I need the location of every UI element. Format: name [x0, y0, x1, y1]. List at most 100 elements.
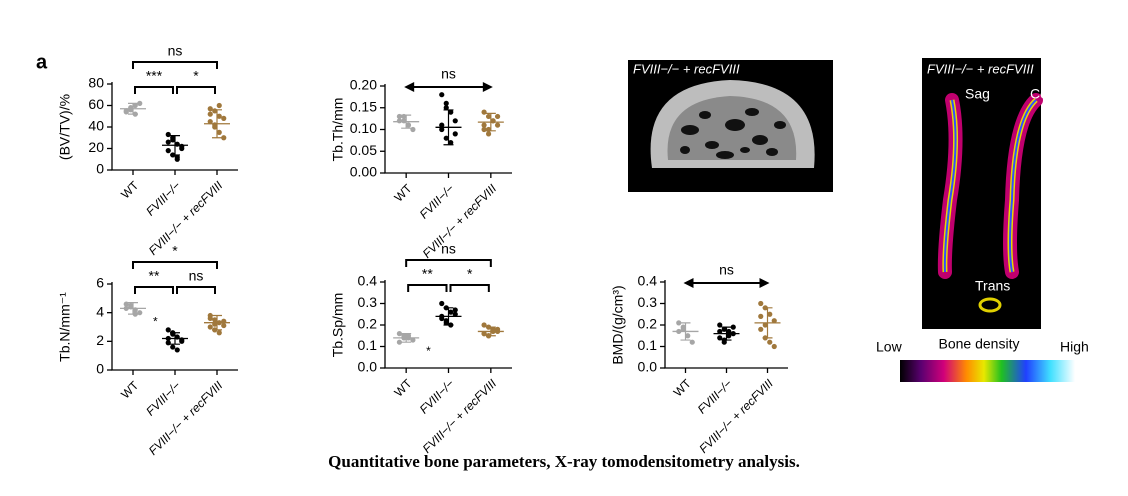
error-bar: [762, 307, 773, 339]
view-label: Cor: [1030, 86, 1053, 102]
y-tick-label: 0.10: [350, 120, 377, 136]
data-point: [481, 331, 487, 337]
error-bar: [485, 326, 496, 337]
data-point: [717, 335, 723, 341]
error-bar: [485, 112, 496, 132]
comparison-label: **: [149, 268, 160, 284]
data-point: [771, 343, 777, 350]
data-point: [396, 331, 403, 337]
data-point: [128, 302, 134, 309]
data-point: [439, 126, 445, 133]
data-point: [170, 135, 176, 141]
data-point: [485, 131, 492, 137]
femur-image: FVIII−/− + recFVIII Sag Cor Trans: [922, 58, 1053, 329]
data-point: [721, 326, 727, 332]
y-tick-label: 0: [96, 361, 104, 377]
data-point: [767, 311, 773, 317]
data-point: [452, 131, 458, 137]
y-axis-label: BMD/(g/cm³): [610, 285, 626, 364]
y-tick-label: 0.2: [358, 316, 378, 332]
view-label: Sag: [965, 86, 990, 102]
error-bar: [443, 109, 454, 146]
y-tick-label: 80: [88, 75, 104, 91]
data-point: [494, 122, 501, 128]
data-point: [123, 109, 129, 115]
data-point: [405, 333, 412, 339]
data-point: [165, 139, 171, 145]
data-point: [448, 309, 454, 315]
data-point: [405, 122, 412, 128]
y-tick-label: 0.0: [638, 359, 658, 375]
data-point: [439, 315, 445, 322]
comparison-label: ns: [441, 241, 456, 257]
data-point: [494, 113, 501, 120]
y-axis-label: Tb.N/mm⁻¹: [57, 292, 73, 362]
y-tick-label: 0.3: [358, 294, 378, 310]
y-tick-label: 0.4: [638, 273, 658, 289]
y-tick-label: 0.0: [358, 359, 378, 375]
error-bar: [680, 322, 691, 341]
data-point: [439, 300, 445, 307]
y-tick-label: 2: [96, 332, 104, 348]
image-title: FVIII−/− + recFVIII: [633, 61, 740, 76]
y-axis-label: Tb.Th/mm: [330, 98, 346, 162]
y-tick-label: 0.4: [358, 273, 378, 289]
data-point: [448, 139, 454, 146]
data-point: [221, 135, 227, 141]
data-point: [485, 113, 492, 120]
comparison-label: ns: [441, 66, 456, 82]
error-bar: [401, 333, 412, 343]
data-point: [396, 113, 403, 120]
y-tick-label: 6: [96, 275, 104, 291]
data-point: [207, 111, 213, 117]
data-point: [730, 324, 736, 330]
data-point: [410, 126, 416, 133]
data-point: [179, 145, 185, 152]
data-point: [216, 113, 222, 119]
panel-label: a: [36, 51, 48, 73]
data-point: [717, 322, 723, 328]
data-point: [481, 122, 487, 128]
data-point: [123, 301, 129, 307]
data-point: [137, 100, 143, 106]
data-point: [132, 102, 138, 109]
comparison-bracket: [407, 284, 448, 292]
error-bar: [721, 326, 732, 341]
data-point: [494, 326, 501, 332]
y-tick-label: 0.1: [358, 337, 378, 353]
colorbar-title: Bone density: [939, 336, 1020, 352]
comparison-bracket: [176, 286, 216, 294]
data-point: [207, 315, 213, 321]
data-point: [396, 339, 403, 345]
data-point: [174, 154, 180, 160]
data-point: [726, 333, 732, 339]
data-point: [207, 106, 213, 112]
data-point: [717, 328, 723, 335]
side-mark: *: [153, 315, 158, 329]
data-point: [452, 311, 458, 317]
data-point: [216, 102, 222, 109]
data-point: [170, 344, 176, 350]
comparison-label: ns: [719, 262, 734, 278]
comparison-bracket: [405, 259, 492, 267]
error-bar: [128, 302, 138, 315]
data-point: [443, 320, 449, 326]
y-tick-label: 0.15: [350, 98, 377, 114]
data-point: [179, 338, 185, 344]
comparison-label: ns: [189, 268, 204, 284]
data-point: [726, 328, 732, 335]
y-tick-label: 0.05: [350, 142, 377, 158]
comparison-label: *: [172, 243, 178, 259]
data-point: [165, 327, 171, 333]
data-point: [758, 313, 764, 319]
comparison-bracket: [176, 86, 216, 94]
data-point: [439, 92, 445, 98]
data-point: [676, 320, 682, 326]
comparison-bracket: [134, 286, 174, 294]
error-bar: [170, 332, 180, 345]
error-bar: [212, 314, 222, 331]
arrow-head: [404, 82, 493, 92]
data-point: [221, 115, 227, 121]
error-bar: [443, 307, 454, 326]
